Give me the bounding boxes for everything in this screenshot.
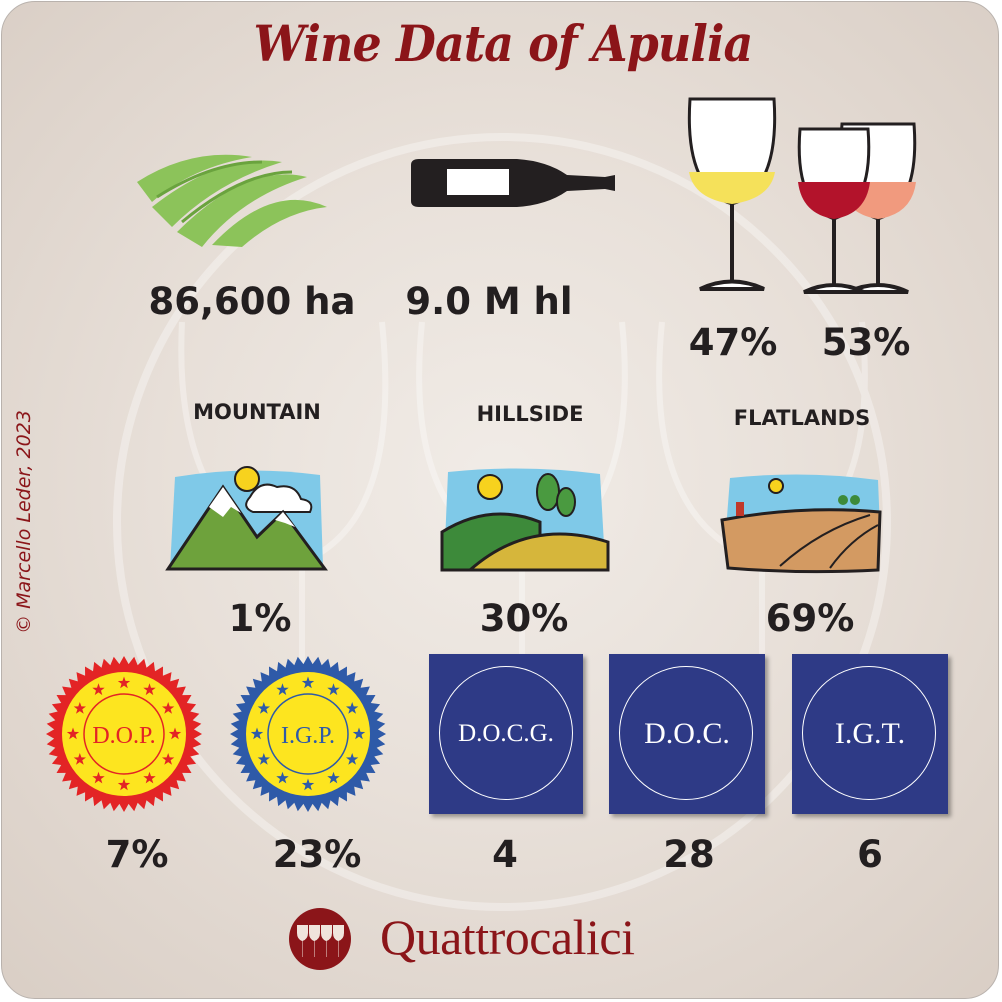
igp-share: 23%: [272, 833, 362, 876]
copyright: © Marcello Leder, 2023: [13, 410, 35, 634]
docg-label: D.O.C.G.: [458, 720, 554, 747]
star-icon: [301, 778, 315, 791]
brand-name: Quattrocalici: [380, 909, 635, 965]
doc-count: 28: [663, 833, 715, 876]
production-volume: 9.0 M hl: [405, 280, 573, 323]
dop-seal-icon: D.O.P.: [46, 656, 202, 812]
star-icon: [257, 753, 270, 765]
star-icon: [162, 702, 175, 714]
star-icon: [162, 753, 175, 765]
vineyard-icon: [137, 154, 327, 247]
star-icon: [346, 753, 359, 765]
star-icon: [250, 727, 264, 740]
star-icon: [73, 753, 86, 765]
docg-count: 4: [492, 833, 518, 876]
star-icon: [117, 676, 131, 689]
quattrocalici-logo-icon: [289, 908, 351, 970]
vineyard-area: 86,600 ha: [148, 280, 356, 323]
white-wine-glass-icon: [687, 97, 777, 291]
star-icon: [327, 771, 340, 784]
star-icon: [352, 727, 366, 740]
igt-label: I.G.T.: [834, 717, 906, 750]
hillside-share: 30%: [479, 597, 569, 640]
mountain-icon: [165, 466, 328, 571]
star-icon: [257, 702, 270, 714]
flatlands-share: 69%: [765, 597, 855, 640]
star-icon: [143, 771, 156, 784]
star-icon: [346, 702, 359, 714]
terrain-label-mountain: MOUNTAIN: [193, 400, 321, 424]
mountain-share: 1%: [228, 597, 292, 640]
white-wine-share: 47%: [688, 321, 778, 364]
dop-share: 7%: [105, 833, 169, 876]
star-icon: [92, 683, 105, 696]
red-rose-wine-share: 53%: [821, 321, 911, 364]
hillside-icon: [440, 468, 610, 572]
doc-label: D.O.C.: [644, 717, 730, 750]
igp-seal-label: I.G.P.: [281, 723, 335, 749]
star-icon: [276, 771, 289, 784]
igp-seal-icon: I.G.P.: [230, 656, 386, 812]
page-title: Wine Data of Apulia: [253, 14, 754, 73]
red-wine-glass-icon: [797, 127, 871, 294]
star-icon: [301, 676, 315, 689]
terrain-label-hillside: HILLSIDE: [476, 402, 584, 426]
star-icon: [73, 702, 86, 714]
terrain-label-flatlands: FLATLANDS: [733, 406, 871, 430]
dop-seal-label: D.O.P.: [92, 723, 155, 749]
star-icon: [143, 683, 156, 696]
star-icon: [168, 727, 182, 740]
doc-badge: D.O.C.: [609, 654, 765, 814]
docg-badge: D.O.C.G.: [429, 654, 583, 814]
flatlands-icon: [720, 474, 882, 574]
star-icon: [117, 778, 131, 791]
star-icon: [92, 771, 105, 784]
star-icon: [327, 683, 340, 696]
wine-bottle-icon: [411, 159, 615, 207]
star-icon: [276, 683, 289, 696]
igt-count: 6: [857, 833, 883, 876]
igt-badge: I.G.T.: [792, 654, 948, 814]
wine-glasses-icon: [687, 97, 917, 294]
star-icon: [66, 727, 80, 740]
